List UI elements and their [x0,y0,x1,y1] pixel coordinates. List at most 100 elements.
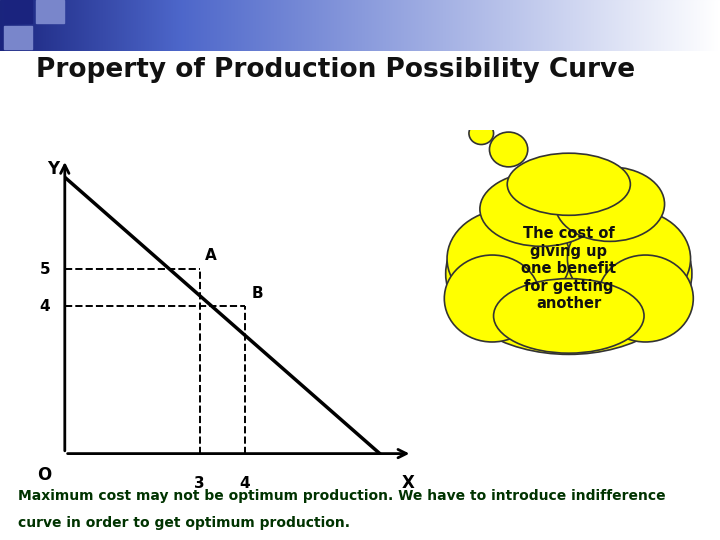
Bar [124,0,125,51]
Bar [265,0,266,51]
Bar [357,0,358,51]
Bar [162,0,163,51]
Bar [72,0,73,51]
Bar [332,0,333,51]
Bar [677,0,678,51]
Bar [51,0,52,51]
Bar [486,0,487,51]
Bar [689,0,690,51]
Bar [566,0,567,51]
Bar [682,0,683,51]
Bar [291,0,292,51]
Bar [317,0,318,51]
Bar [622,0,623,51]
Bar [394,0,395,51]
Circle shape [469,122,494,145]
Bar [500,0,501,51]
Bar [370,0,371,51]
Bar [4,26,32,49]
Bar [709,0,710,51]
Bar [59,0,60,51]
Bar [533,0,534,51]
Bar [298,0,299,51]
Bar [650,0,651,51]
Bar [423,0,424,51]
Bar [462,0,463,51]
Bar [314,0,315,51]
Bar [266,0,267,51]
Bar [315,0,316,51]
Bar [158,0,159,51]
Bar [37,0,38,51]
Bar [406,0,407,51]
Circle shape [490,132,528,167]
Bar [419,0,420,51]
Bar [236,0,237,51]
Bar [101,0,102,51]
Bar [299,0,300,51]
Bar [150,0,151,51]
Bar [531,0,532,51]
Bar [537,0,538,51]
Bar [657,0,658,51]
Bar [719,0,720,51]
Bar [556,0,557,51]
Bar [487,0,488,51]
Bar [17,0,18,51]
Bar [534,0,535,51]
Bar [655,0,656,51]
Bar [349,0,350,51]
Bar [102,0,103,51]
Bar [510,0,511,51]
Bar [687,0,688,51]
Bar [664,0,665,51]
Bar [711,0,712,51]
Text: curve in order to get optimum production.: curve in order to get optimum production… [18,516,350,530]
Bar [672,0,673,51]
Bar [223,0,224,51]
Bar [602,0,603,51]
Bar [660,0,661,51]
Bar [165,0,166,51]
Bar [323,0,324,51]
Bar [637,0,638,51]
Bar [306,0,307,51]
Bar [178,0,179,51]
Bar [678,0,679,51]
Bar [514,0,515,51]
Bar [6,0,7,51]
Bar [145,0,146,51]
Bar [362,0,363,51]
Bar [530,0,531,51]
Text: 5: 5 [40,262,50,277]
Bar [483,0,484,51]
Bar [654,0,655,51]
Bar [14,0,15,51]
Bar [221,0,222,51]
Bar [355,0,356,51]
Bar [378,0,379,51]
Bar [285,0,286,51]
Bar [519,0,520,51]
Bar [397,0,398,51]
Bar [199,0,200,51]
Bar [184,0,185,51]
Bar [175,0,176,51]
Bar [436,0,437,51]
Bar [152,0,153,51]
Text: O: O [37,467,51,484]
Bar [584,0,585,51]
Text: 4: 4 [240,476,250,491]
Bar [94,0,95,51]
Bar [450,0,451,51]
Bar [345,0,346,51]
Bar [367,0,368,51]
Bar [159,0,160,51]
Bar [335,0,336,51]
Text: 3: 3 [194,476,205,491]
Bar [420,0,421,51]
Bar [259,0,260,51]
Bar [83,0,84,51]
Bar [216,0,217,51]
Bar [50,0,51,51]
